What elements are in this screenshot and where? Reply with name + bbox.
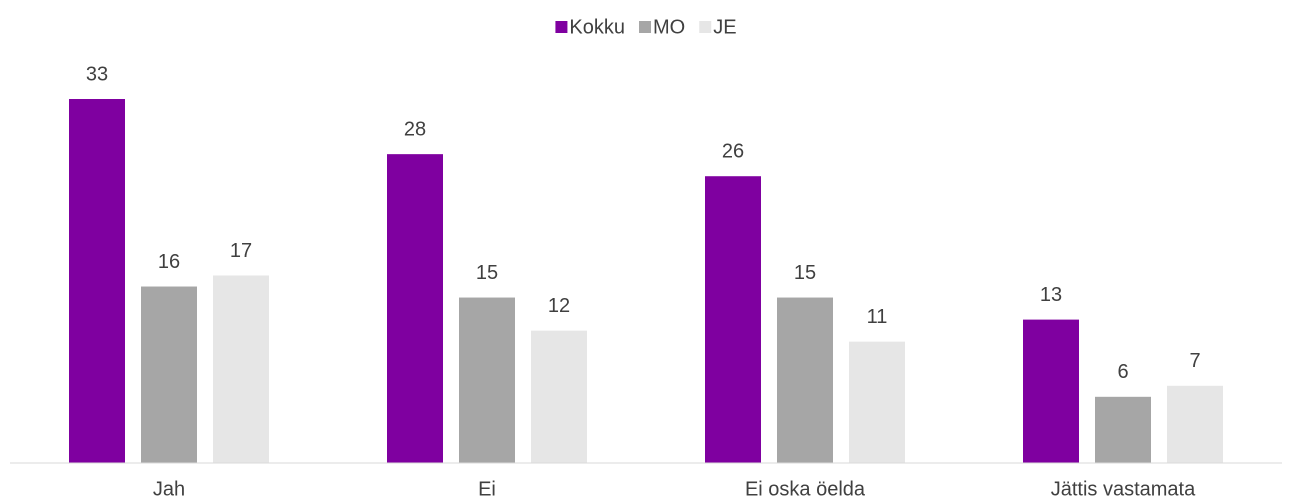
legend-swatch: [639, 21, 652, 33]
legend-swatch: [555, 21, 568, 33]
bar: [387, 154, 443, 463]
bar: [777, 297, 833, 463]
x-tick-label: Jättis vastamata: [1051, 478, 1196, 500]
bar: [849, 341, 905, 463]
bar: [705, 176, 761, 463]
bar: [1167, 385, 1223, 463]
data-label: 16: [158, 251, 180, 273]
data-label: 17: [230, 240, 252, 262]
legend-label: Kokku: [569, 16, 625, 38]
legend-swatch: [699, 21, 712, 33]
bar: [213, 275, 269, 463]
x-tick-label: Ei oska öelda: [745, 478, 866, 500]
x-tick-label: Jah: [153, 478, 185, 500]
bar: [1095, 396, 1151, 463]
data-label: 13: [1040, 284, 1062, 306]
data-label: 6: [1117, 361, 1128, 383]
legend-label: JE: [713, 16, 736, 38]
data-label: 15: [794, 262, 816, 284]
data-label: 15: [476, 262, 498, 284]
bar: [69, 99, 125, 463]
data-label: 11: [867, 306, 888, 328]
bar: [531, 330, 587, 463]
bar: [459, 297, 515, 463]
data-label: 26: [722, 140, 744, 162]
data-label: 12: [548, 295, 570, 317]
x-tick-label: Ei: [478, 478, 496, 500]
data-label: 7: [1189, 350, 1200, 372]
data-label: 28: [404, 118, 426, 140]
legend-label: MO: [653, 16, 685, 38]
data-label: 33: [86, 63, 108, 85]
bar: [1023, 319, 1079, 463]
bar: [141, 286, 197, 463]
